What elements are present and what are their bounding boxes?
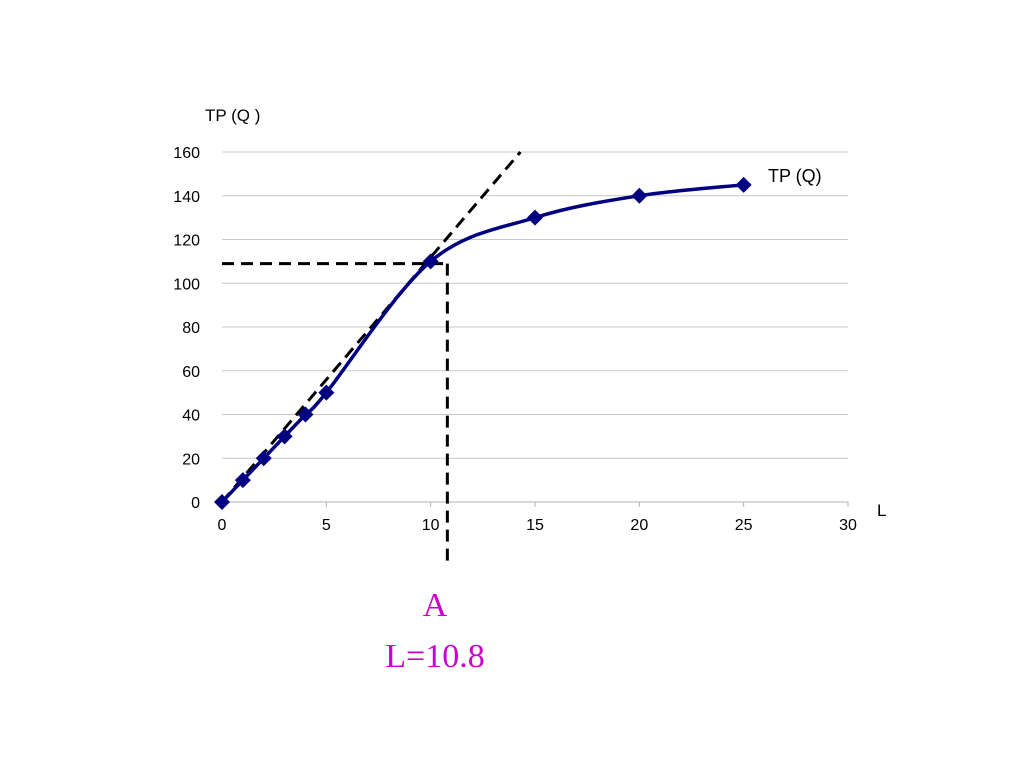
data-point-0 [214, 494, 230, 510]
data-point-10 [422, 253, 439, 270]
x-tick-0: 0 [218, 517, 227, 534]
x-tick-15: 15 [526, 517, 544, 534]
y-tick-120: 120 [173, 233, 200, 250]
reference-lines [222, 262, 449, 562]
data-point-3 [276, 428, 293, 445]
l-value-label: L=10.8 [385, 638, 484, 675]
data-point-20 [631, 187, 648, 204]
x-tick-labels: 0 5 10 15 20 25 30 [218, 517, 857, 534]
x-tick-30: 30 [839, 517, 857, 534]
x-tick-10: 10 [422, 517, 440, 534]
tangent-line [220, 151, 522, 503]
y-tick-20: 20 [182, 451, 200, 468]
y-tick-60: 60 [182, 364, 200, 381]
y-tick-40: 40 [182, 408, 200, 425]
series-group [214, 176, 752, 510]
data-point-5 [318, 384, 335, 401]
axes [221, 501, 849, 507]
y-axis-title: TP (Q ) [205, 106, 260, 125]
y-tick-labels: 0 20 40 60 80 100 120 140 160 [173, 145, 200, 512]
data-point-25 [735, 176, 752, 193]
x-tick-20: 20 [630, 517, 648, 534]
series-label: TP (Q) [768, 166, 822, 186]
x-tick-5: 5 [322, 517, 331, 534]
y-tick-140: 140 [173, 189, 200, 206]
tangent-line-group [220, 151, 522, 503]
grid-lines [222, 151, 848, 459]
data-point-2 [255, 450, 272, 467]
y-tick-0: 0 [191, 495, 200, 512]
data-point-15 [527, 209, 543, 226]
data-point-4 [297, 406, 314, 423]
y-tick-80: 80 [182, 320, 200, 337]
series-line-0 [220, 183, 744, 504]
y-tick-100: 100 [173, 276, 200, 293]
y-tick-160: 160 [173, 145, 200, 162]
x-axis-title: L [877, 501, 886, 520]
data-point-1 [234, 472, 251, 489]
x-tick-25: 25 [735, 517, 753, 534]
point-a-label: A [423, 587, 448, 624]
